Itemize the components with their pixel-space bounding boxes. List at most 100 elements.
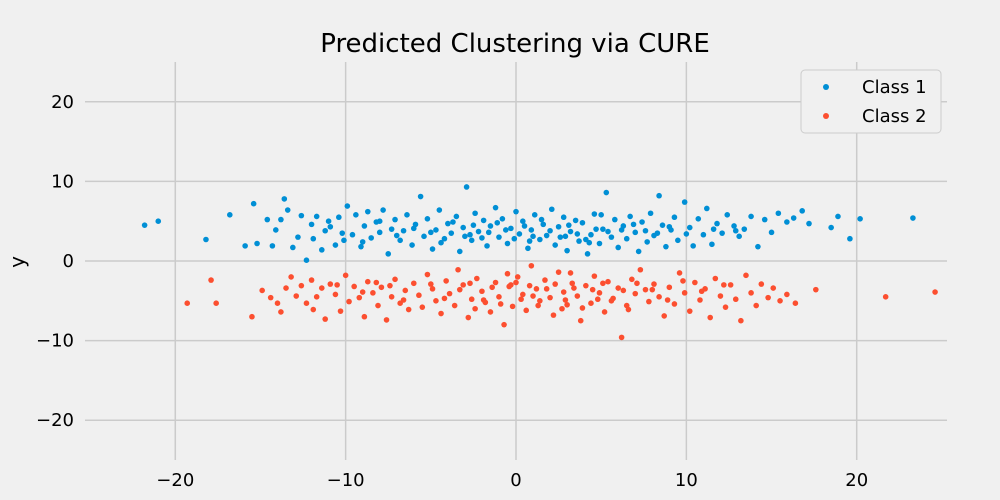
scatter-point-class-1 [460,224,466,231]
scatter-point-class-2 [278,309,284,315]
scatter-point-class-1 [596,240,603,247]
scatter-point-class-2 [433,298,439,304]
x-tick-label: −20 [156,470,194,491]
scatter-point-class-2 [419,304,426,310]
scatter-point-class-1 [695,216,702,222]
scatter-point-class-2 [671,301,678,307]
scatter-point-class-2 [559,305,565,312]
scatter-point-class-2 [513,279,519,286]
scatter-point-class-2 [564,301,570,308]
scatter-point-class-1 [436,207,443,213]
scatter-point-class-1 [336,214,342,221]
scatter-point-class-1 [264,216,271,223]
scatter-point-class-1 [364,208,371,215]
scatter-point-class-1 [433,227,439,233]
scatter-point-class-1 [516,231,523,237]
scatter-point-class-1 [642,227,649,234]
scatter-point-class-2 [717,293,724,299]
scatter-point-class-2 [468,296,475,303]
scatter-point-class-2 [497,301,504,307]
scatter-point-class-1 [409,242,415,248]
scatter-point-class-1 [761,216,768,223]
scatter-point-class-1 [784,219,790,225]
scatter-point-class-2 [528,262,535,269]
y-tick-label: −10 [36,331,74,352]
scatter-point-class-1 [492,204,499,211]
scatter-point-class-1 [591,211,598,217]
scatter-point-class-2 [637,266,644,273]
scatter-point-class-2 [748,290,754,296]
scatter-point-class-1 [318,247,325,253]
scatter-point-class-1 [341,237,347,244]
scatter-point-class-1 [511,235,518,242]
scatter-point-class-1 [603,189,610,196]
scatter-point-class-2 [526,282,533,289]
scatter-point-class-1 [910,215,916,221]
scatter-point-class-2 [361,313,368,320]
scatter-point-class-1 [537,236,543,243]
scatter-point-class-1 [639,219,645,225]
scatter-point-class-2 [293,293,300,299]
scatter-point-class-1 [598,212,604,218]
scatter-point-class-2 [588,300,594,306]
scatter-point-class-2 [359,289,366,295]
scatter-point-class-2 [298,282,305,289]
scatter-point-class-2 [651,281,657,287]
scatter-point-class-1 [683,231,690,237]
scatter-point-class-1 [700,231,707,238]
scatter-point-class-1 [290,244,296,251]
scatter-point-class-2 [932,289,938,295]
scatter-point-class-2 [792,300,799,306]
scatter-point-class-2 [601,309,608,315]
scatter-point-class-2 [383,317,390,323]
scatter-point-class-2 [727,282,734,288]
scatter-point-class-2 [583,282,589,289]
scatter-point-class-2 [680,278,686,284]
scatter-point-class-1 [847,235,853,242]
scatter-point-class-1 [456,248,463,255]
scatter-point-class-2 [303,300,310,306]
y-tick-label: −20 [36,410,74,431]
scatter-point-class-1 [487,223,494,229]
scatter-point-class-1 [445,220,451,227]
x-tick-label: −10 [327,470,365,491]
scatter-point-class-2 [882,294,889,300]
scatter-point-class-2 [722,304,729,310]
scatter-point-class-1 [719,230,725,236]
scatter-point-class-1 [496,234,502,240]
scatter-point-class-1 [671,214,678,221]
scatter-point-class-2 [813,286,819,293]
scatter-point-class-2 [424,271,431,278]
scatter-point-class-1 [835,213,841,220]
scatter-point-class-1 [499,216,506,222]
legend-label-class-1: Class 1 [862,77,927,98]
legend-label-class-2: Class 2 [862,106,927,127]
scatter-point-class-1 [284,207,291,213]
scatter-point-class-1 [528,227,535,233]
scatter-point-class-2 [770,285,777,291]
scatter-point-class-1 [605,228,611,235]
scatter-point-class-1 [295,234,301,240]
scatter-point-class-1 [475,228,482,235]
scatter-point-class-1 [358,243,364,250]
scatter-point-class-2 [618,334,625,341]
scatter-point-class-2 [656,294,662,300]
scatter-point-class-1 [741,226,748,232]
scatter-point-class-1 [710,226,717,232]
scatter-point-class-1 [714,220,720,227]
scatter-point-class-2 [530,293,536,299]
scatter-point-class-2 [567,270,574,276]
scatter-point-class-2 [400,297,407,303]
scatter-point-class-1 [654,230,661,236]
scatter-point-class-2 [308,277,315,283]
scatter-point-class-1 [775,210,782,217]
scatter-point-class-2 [322,316,329,322]
scatter-point-class-2 [509,303,516,310]
scatter-point-class-1 [298,212,305,219]
scatter-point-class-2 [446,290,453,297]
scatter-point-class-1 [806,220,812,227]
scatter-point-class-1 [593,226,599,232]
scatter-point-class-1 [627,213,633,220]
scatter-point-class-1 [467,231,473,238]
